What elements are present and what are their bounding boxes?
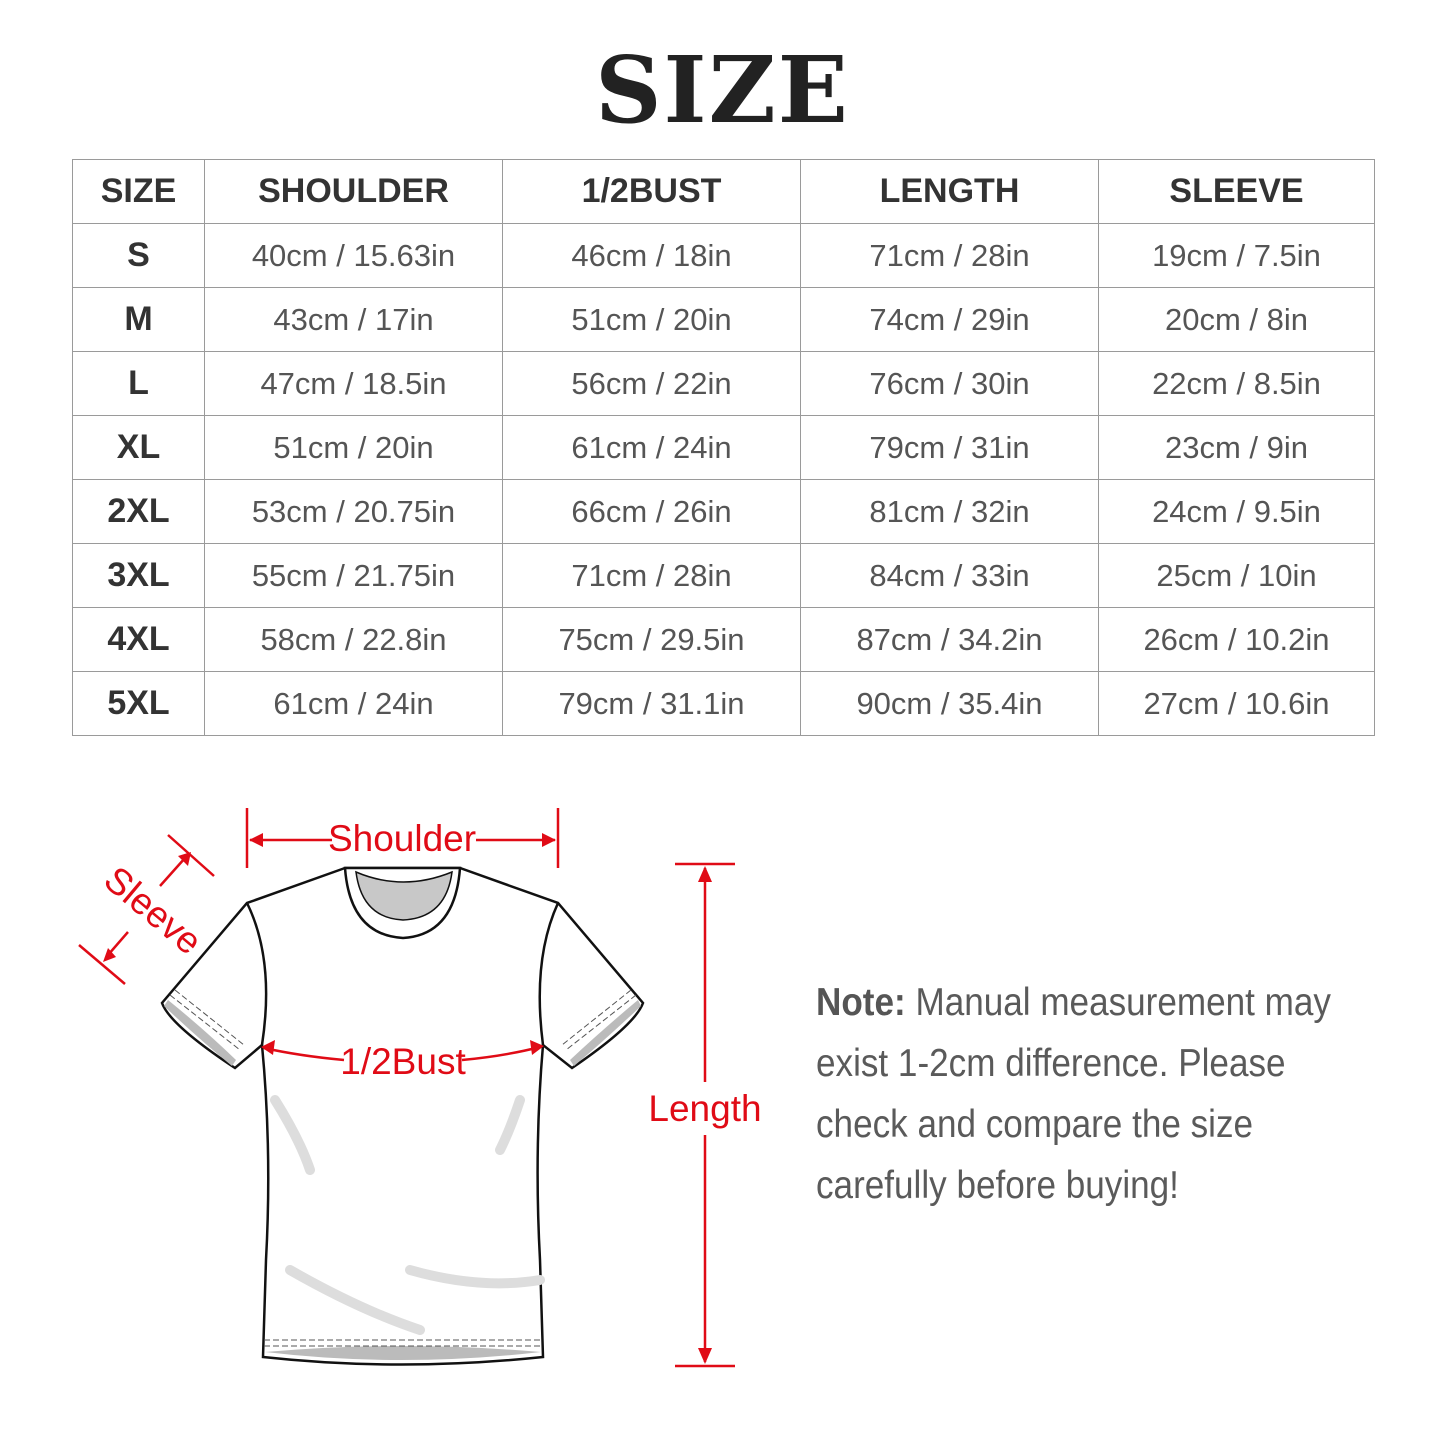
cell-sleeve: 27cm / 10.6in xyxy=(1098,671,1375,736)
cell-bust: 75cm / 29.5in xyxy=(502,607,801,672)
table-row: 5XL 61cm / 24in 79cm / 31.1in 90cm / 35.4in… xyxy=(72,671,1375,736)
cell-length: 76cm / 30in xyxy=(800,351,1099,416)
note-label: Note: xyxy=(816,981,906,1024)
cell-length: 84cm / 33in xyxy=(800,543,1099,608)
cell-bust: 66cm / 26in xyxy=(502,479,801,544)
cell-shoulder: 58cm / 22.8in xyxy=(204,607,503,672)
table-row: XL 51cm / 20in 61cm / 24in 79cm / 31in 23cm … xyxy=(72,415,1375,480)
cell-bust: 46cm / 18in xyxy=(502,223,801,288)
cell-sleeve: 26cm / 10.2in xyxy=(1098,607,1375,672)
sleeve-measure xyxy=(78,834,215,985)
cell-size: 4XL xyxy=(72,607,205,672)
table-row: L 47cm / 18.5in 56cm / 22in 76cm / 30in 22cm… xyxy=(72,351,1375,416)
cell-size: L xyxy=(72,351,205,416)
cell-size: 2XL xyxy=(72,479,205,544)
cell-shoulder: 61cm / 24in xyxy=(204,671,503,736)
table-row: S 40cm / 15.63in 46cm / 18in 71cm / 28in 19c… xyxy=(72,223,1375,288)
cell-shoulder: 55cm / 21.75in xyxy=(204,543,503,608)
cell-shoulder: 47cm / 18.5in xyxy=(204,351,503,416)
cell-shoulder: 53cm / 20.75in xyxy=(204,479,503,544)
cell-size: 5XL xyxy=(72,671,205,736)
length-measure xyxy=(675,862,735,1368)
cell-shoulder: 43cm / 17in xyxy=(204,287,503,352)
cell-bust: 71cm / 28in xyxy=(502,543,801,608)
shoulder-measure xyxy=(245,808,560,868)
cell-sleeve: 22cm / 8.5in xyxy=(1098,351,1375,416)
header-bust: 1/2BUST xyxy=(502,159,801,224)
table-row: 3XL 55cm / 21.75in 71cm / 28in 84cm / 33in 2… xyxy=(72,543,1375,608)
tshirt-illustration xyxy=(160,866,645,1366)
cell-bust: 79cm / 31.1in xyxy=(502,671,801,736)
table-header-row: SIZE SHOULDER 1/2BUST LENGTH SLEEVE xyxy=(72,159,1375,224)
cell-length: 74cm / 29in xyxy=(800,287,1099,352)
cell-bust: 56cm / 22in xyxy=(502,351,801,416)
cell-sleeve: 19cm / 7.5in xyxy=(1098,223,1375,288)
cell-size: S xyxy=(72,223,205,288)
cell-sleeve: 25cm / 10in xyxy=(1098,543,1375,608)
cell-sleeve: 24cm / 9.5in xyxy=(1098,479,1375,544)
cell-length: 90cm / 35.4in xyxy=(800,671,1099,736)
cell-length: 79cm / 31in xyxy=(800,415,1099,480)
cell-size: 3XL xyxy=(72,543,205,608)
cell-length: 81cm / 32in xyxy=(800,479,1099,544)
cell-bust: 51cm / 20in xyxy=(502,287,801,352)
table-row: M 43cm / 17in 51cm / 20in 74cm / 29in 20cm /… xyxy=(72,287,1375,352)
length-label: Length xyxy=(648,1088,761,1129)
note-body: Manual measurement may exist 1-2cm diffe… xyxy=(816,981,1331,1207)
header-length: LENGTH xyxy=(800,159,1099,224)
note-text: Note: Manual measurement may exist 1-2cm… xyxy=(816,972,1356,1216)
cell-sleeve: 23cm / 9in xyxy=(1098,415,1375,480)
header-size: SIZE xyxy=(72,159,205,224)
cell-size: M xyxy=(72,287,205,352)
bust-measure xyxy=(261,1040,544,1062)
page-title: SIZE xyxy=(595,36,850,144)
cell-sleeve: 20cm / 8in xyxy=(1098,287,1375,352)
cell-shoulder: 40cm / 15.63in xyxy=(204,223,503,288)
size-table: SIZE SHOULDER 1/2BUST LENGTH SLEEVE S 40c… xyxy=(72,159,1375,736)
cell-bust: 61cm / 24in xyxy=(502,415,801,480)
cell-shoulder: 51cm / 20in xyxy=(204,415,503,480)
table-row: 2XL 53cm / 20.75in 66cm / 26in 81cm / 32in 2… xyxy=(72,479,1375,544)
shoulder-label: Shoulder xyxy=(328,818,476,859)
bust-label: 1/2Bust xyxy=(340,1041,466,1082)
header-sleeve: SLEEVE xyxy=(1098,159,1375,224)
